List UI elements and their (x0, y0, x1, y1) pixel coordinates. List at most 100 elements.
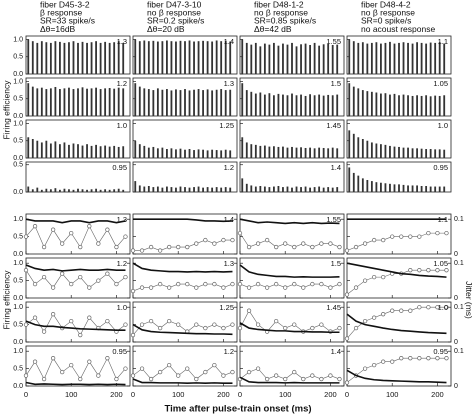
jitter-line (346, 357, 447, 383)
jitter-point (157, 369, 163, 375)
bar (117, 41, 120, 74)
jitter-point (167, 285, 172, 290)
bar (90, 189, 93, 192)
bar (63, 188, 66, 192)
bar (291, 93, 293, 116)
jitter-point (301, 285, 306, 290)
panel-label: 0.95 (433, 347, 448, 356)
bar (206, 150, 209, 158)
bar (59, 89, 61, 116)
bar (313, 187, 316, 192)
bar (31, 41, 34, 74)
jitter-point (408, 234, 413, 239)
bar (49, 189, 52, 192)
bar (273, 42, 275, 74)
bar (263, 43, 266, 74)
bar (152, 40, 155, 74)
jitter-point (139, 285, 145, 290)
bar (113, 189, 116, 192)
jitter-point (96, 278, 101, 283)
jitter-point (50, 356, 56, 361)
bar (380, 43, 382, 74)
bar (429, 42, 432, 74)
bar (59, 189, 61, 192)
jitter-point (123, 322, 128, 327)
bar (184, 89, 186, 116)
jitter-point (255, 322, 261, 327)
bar (211, 187, 214, 192)
bar (357, 175, 360, 192)
bar (81, 41, 84, 74)
bar (90, 88, 93, 116)
bar (68, 42, 70, 74)
bar (90, 145, 93, 158)
bar (31, 139, 34, 158)
bar (425, 43, 428, 74)
panel-label: 1.3 (224, 259, 234, 268)
bar (331, 187, 334, 192)
bar (193, 187, 195, 192)
bar (361, 90, 364, 116)
jitter-point (274, 281, 279, 287)
bar (327, 94, 330, 116)
jitter-point (203, 369, 208, 375)
bar (366, 91, 369, 116)
jitter-point (381, 312, 386, 317)
bar (361, 139, 364, 158)
column-header: Δθ=20 dB (147, 24, 185, 34)
jitter-point (283, 325, 288, 331)
jitter-point (176, 244, 181, 250)
y-tick-label: 0.5 (13, 365, 23, 372)
jitter-line (346, 232, 447, 251)
jitter-line (239, 232, 340, 248)
column-header: Δθ=16dB (40, 24, 76, 34)
panel-label: 1.0 (117, 121, 127, 130)
panel-label: 1.45 (326, 121, 341, 130)
column-header: no acoust response (361, 24, 435, 34)
bar (438, 95, 441, 116)
jitter-point (32, 359, 38, 364)
jitter-point (96, 241, 101, 246)
column-header: no β response (361, 7, 415, 17)
jitter-point (114, 281, 119, 287)
bar (370, 42, 373, 74)
jitter-point (319, 322, 324, 327)
bar (434, 149, 437, 158)
panel-label: 1.55 (326, 37, 341, 46)
panel-label: 1.5 (331, 79, 341, 88)
bar (352, 41, 355, 74)
jitter-point (362, 366, 368, 371)
bar (54, 188, 57, 192)
bar (300, 147, 302, 158)
jitter-point (130, 288, 136, 294)
jitter-point (50, 227, 56, 232)
bar (352, 133, 355, 158)
x-tick-label: 0 (238, 390, 242, 399)
jitter-point (123, 366, 128, 371)
x-tick-label: 0 (24, 390, 28, 399)
jitter-point (390, 308, 395, 313)
bar (380, 144, 382, 158)
bar (147, 147, 150, 158)
bar (384, 144, 387, 158)
bar (206, 89, 209, 116)
bar (357, 88, 360, 116)
panel-label: 1.4 (224, 37, 234, 46)
bar (161, 41, 164, 74)
bar (375, 42, 378, 74)
jitter-point (185, 366, 190, 371)
bar (45, 89, 48, 116)
jitter-point (381, 237, 386, 243)
y-tick-label: 0.0 (13, 71, 23, 78)
bar (336, 94, 339, 116)
bar (300, 44, 302, 74)
bar (59, 41, 61, 74)
bar (370, 181, 373, 192)
y2-tick-label: 0 (454, 295, 458, 302)
y2-tick-label: 0 (454, 339, 458, 346)
bar (348, 83, 351, 116)
bar (108, 146, 111, 158)
bar (166, 186, 168, 192)
jitter-point (41, 376, 47, 382)
bar (425, 149, 428, 158)
